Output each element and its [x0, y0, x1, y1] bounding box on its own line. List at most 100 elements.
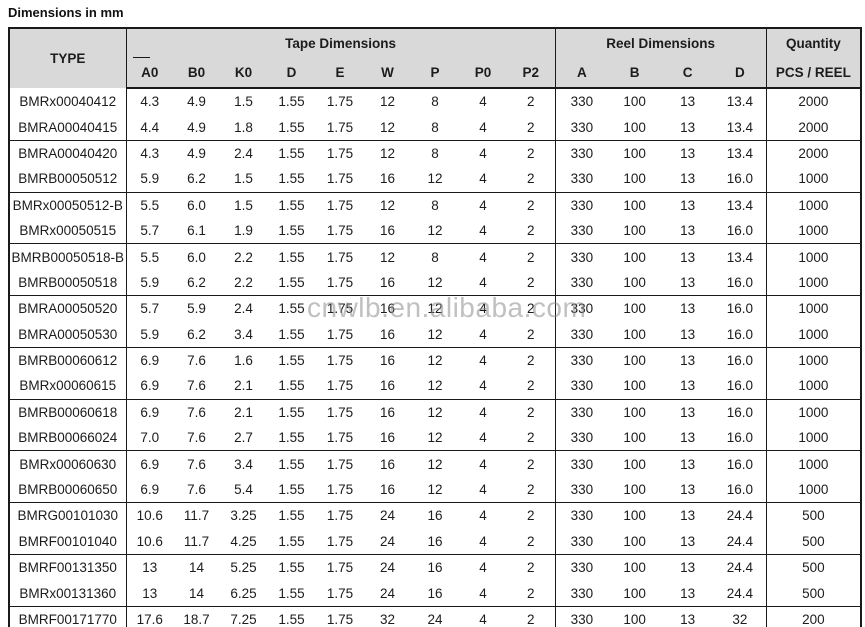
value-cell: 4 [459, 139, 507, 167]
value-cell: 13.4 [714, 114, 767, 141]
value-cell: 4 [459, 243, 507, 270]
value-cell: 6.9 [126, 346, 173, 374]
value-cell: 4 [479, 223, 487, 239]
value-cell: 10.6 [136, 533, 163, 549]
value-cell: 5.9 [173, 295, 220, 322]
value-cell: 13 [680, 119, 696, 135]
col-header-reel-b: B [608, 58, 662, 89]
value-cell: 500 [766, 554, 862, 581]
value-cell: 13.4 [714, 139, 767, 167]
value-cell: 7.6 [187, 430, 206, 446]
col-header-w: W [364, 58, 411, 89]
value-cell: 1.75 [316, 243, 364, 270]
col-header-k0: K0 [220, 58, 267, 89]
value-cell: 12 [427, 378, 443, 394]
value-cell: 1000 [798, 378, 829, 394]
value-cell: 13 [680, 223, 696, 239]
value-cell: 13 [680, 585, 696, 601]
value-cell: 4 [459, 295, 507, 322]
value-cell: 12 [427, 223, 443, 239]
value-cell: 2000 [766, 139, 862, 167]
value-cell: 1000 [798, 171, 829, 187]
table-row: BMRA00050520 5.7 5.9 2.4 1.55 1.75 16 12 4 2 330 10… [9, 295, 862, 322]
table-row: BMRx00060615 6.9 7.6 2.1 1.55 1.75 16 12 4 2 330 10… [9, 373, 861, 400]
value-cell: 16 [379, 274, 396, 290]
value-cell: 2 [507, 269, 556, 296]
value-cell: 1.55 [267, 605, 316, 627]
value-cell: 2 [507, 243, 556, 270]
value-cell: 1000 [766, 346, 862, 374]
row-group: BMRA00050520 5.7 5.9 2.4 1.55 1.75 16 12 4 2 330 10… [9, 295, 862, 348]
value-cell: 4.9 [187, 119, 206, 135]
header-group-row: TYPE Tape Dimensions Reel Dimensions Qua… [9, 28, 862, 88]
value-cell: 4 [459, 605, 507, 627]
value-cell: 4 [479, 119, 487, 135]
value-cell: 2 [507, 425, 556, 451]
value-cell: 7.6 [187, 378, 206, 394]
table-row: BMRF00171770 17.6 18.7 7.25 1.55 1.75 32 24 4 2 33… [9, 605, 862, 627]
type-cell: BMRA00040415 [9, 114, 127, 141]
value-cell: 1.55 [267, 191, 316, 218]
value-cell: 1000 [766, 295, 862, 322]
table-row: BMRx00050512-B 5.5 6.0 1.5 1.55 1.75 12 8 4 2 330 1… [9, 191, 862, 218]
value-cell: 2.7 [234, 430, 253, 446]
value-cell: 13 [126, 554, 173, 581]
value-cell: 2.2 [220, 243, 267, 270]
value-cell: 1000 [798, 430, 829, 446]
type-cell: BMRG00101030 [9, 502, 127, 529]
value-cell: 1.55 [278, 533, 305, 549]
value-cell: 16.0 [714, 450, 767, 477]
value-cell: 12 [411, 295, 459, 322]
table-row: BMRx00131360 13 14 6.25 1.55 1.75 24 16 4 2 330 100… [9, 580, 861, 607]
header-sub-row: A0 B0 K0 D E W P P0 P2 A B C D PCS / REE… [9, 58, 862, 89]
value-cell: 10.6 [126, 502, 173, 529]
value-cell: 1.75 [326, 378, 354, 394]
value-cell: 16.0 [714, 166, 767, 193]
value-cell: 100 [623, 171, 646, 187]
value-cell: 16.0 [714, 398, 767, 426]
value-cell: 12 [411, 450, 459, 477]
table-row: BMRB00050512 5.9 6.2 1.5 1.55 1.75 16 12 4 2 330 10… [9, 166, 861, 193]
value-cell: 16 [379, 223, 396, 239]
value-cell: 2.2 [234, 274, 253, 290]
value-cell: 14 [173, 554, 220, 581]
type-cell: BMRx00050512-B [9, 191, 127, 218]
value-cell: 5.9 [140, 171, 160, 187]
value-cell: 100 [608, 346, 662, 374]
value-cell: 16 [364, 295, 411, 322]
value-cell: 330 [555, 450, 609, 477]
value-cell: 1.75 [316, 139, 364, 167]
value-cell: 12 [379, 94, 396, 110]
value-cell: 1.75 [326, 223, 354, 239]
value-cell: 2 [507, 450, 556, 477]
value-cell: 13 [142, 585, 158, 601]
table-row: BMRB00060618 6.9 7.6 2.1 1.55 1.75 16 12 4 2 330 10… [9, 398, 862, 426]
value-cell: 6.9 [140, 482, 160, 498]
table-row: BMRB00050518-B 5.5 6.0 2.2 1.55 1.75 12 8 4 2 330 1… [9, 243, 862, 270]
value-cell: 16.0 [714, 217, 767, 244]
value-cell: 330 [570, 585, 594, 601]
table-row: BMRF00101040 10.6 11.7 4.25 1.55 1.75 24 16 4 2 33… [9, 528, 861, 555]
value-cell: 100 [608, 191, 662, 218]
value-cell: 16 [364, 398, 411, 426]
value-cell: 2 [507, 398, 556, 426]
value-cell: 16 [427, 585, 443, 601]
value-cell: 12 [427, 326, 443, 342]
value-cell: 16.0 [714, 476, 767, 503]
type-cell: BMRB00060618 [9, 398, 127, 426]
value-cell: 100 [623, 274, 646, 290]
table-row: BMRx00050515 5.7 6.1 1.9 1.55 1.75 16 12 4 2 330 10… [9, 217, 861, 244]
value-cell: 1000 [798, 223, 829, 239]
table-row: BMRF00131350 13 14 5.25 1.55 1.75 24 16 4 2 330 100… [9, 554, 862, 581]
value-cell: 12 [379, 119, 396, 135]
value-cell: 7.6 [173, 346, 220, 374]
value-cell: 330 [570, 119, 594, 135]
type-cell: BMRB00050518 [9, 269, 127, 296]
value-cell: 16 [379, 430, 396, 446]
value-cell: 2 [507, 476, 556, 503]
value-cell: 4 [479, 94, 487, 110]
value-cell: 16 [379, 378, 396, 394]
value-cell: 330 [555, 191, 609, 218]
row-group: BMRx00060630 6.9 7.6 3.4 1.55 1.75 16 12 4 2 330 10… [9, 450, 862, 503]
row-group: BMRx00050512-B 5.5 6.0 1.5 1.55 1.75 12 8 4 2 330 1… [9, 191, 862, 244]
